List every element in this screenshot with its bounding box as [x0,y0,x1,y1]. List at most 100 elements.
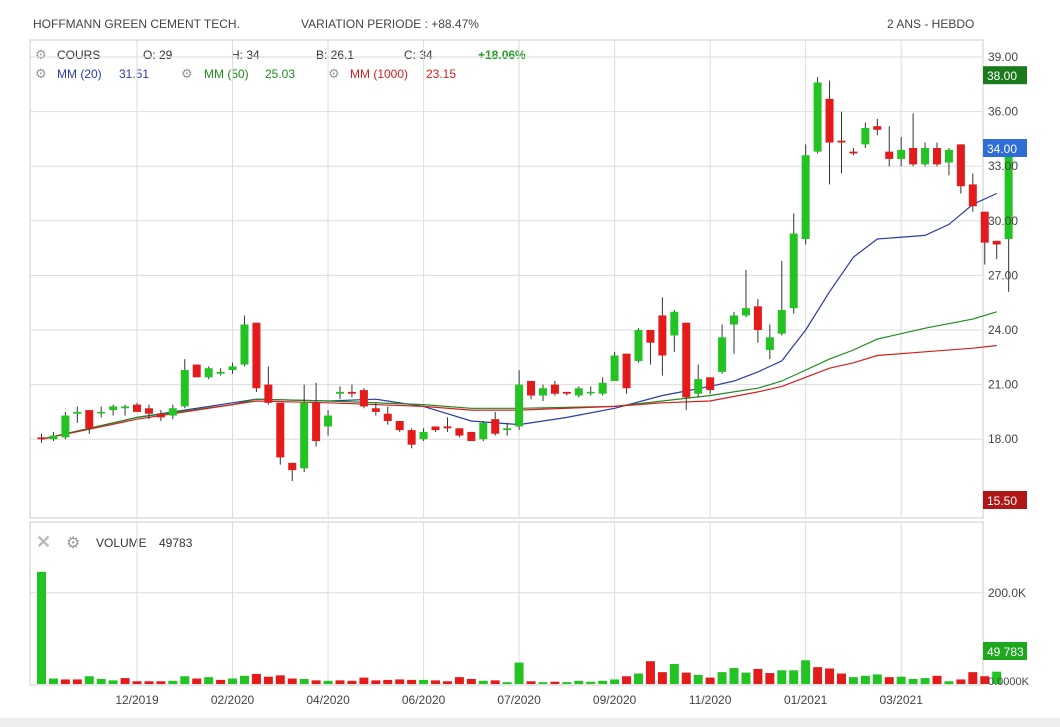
volume-bar[interactable] [729,668,739,684]
volume-bar[interactable] [263,676,273,684]
candle-body[interactable] [73,411,82,414]
volume-bar[interactable] [502,682,512,684]
volume-bar[interactable] [538,682,548,684]
volume-bar[interactable] [323,680,333,684]
candle-body[interactable] [49,435,58,440]
volume-bar[interactable] [204,677,214,684]
volume-bar[interactable] [956,679,966,684]
candle-body[interactable] [909,148,918,165]
volume-bar[interactable] [287,678,297,684]
candle-body[interactable] [144,408,153,414]
candle-body[interactable] [467,431,476,442]
volume-bar[interactable] [693,674,703,684]
candle-body[interactable] [324,415,333,427]
candle-body[interactable] [670,311,679,336]
candle-body[interactable] [97,411,106,414]
candle-body[interactable] [168,408,177,416]
volume-bar[interactable] [825,668,835,684]
candle-body[interactable] [765,337,774,351]
volume-bar[interactable] [490,680,500,684]
candle-body[interactable] [503,428,512,431]
candle-body[interactable] [300,402,309,469]
candle-body[interactable] [538,388,547,396]
volume-bar[interactable] [920,678,930,684]
candle-body[interactable] [455,428,464,436]
volume-bar[interactable] [669,663,679,684]
candle-body[interactable] [37,437,46,440]
candle-body[interactable] [586,391,595,394]
volume-bar[interactable] [156,681,166,684]
volume-bar[interactable] [228,678,238,684]
volume-bar[interactable] [96,678,106,684]
volume-bar[interactable] [347,680,357,684]
volume-bar[interactable] [359,677,369,684]
candle-body[interactable] [336,391,344,394]
gear-icon[interactable]: ⚙ [35,47,47,62]
candle-body[interactable] [944,149,953,163]
candle-body[interactable] [109,406,118,411]
candle-body[interactable] [873,126,882,130]
volume-bar[interactable] [239,675,249,684]
volume-bar[interactable] [132,681,142,684]
volume-bar[interactable] [586,681,596,684]
candle-body[interactable] [718,337,727,372]
volume-bar[interactable] [550,681,560,684]
gear-icon[interactable]: ⚙ [35,66,47,81]
candle-body[interactable] [121,406,130,409]
volume-bar[interactable] [622,676,632,684]
volume-bar[interactable] [395,679,405,684]
candle-body[interactable] [407,430,416,445]
volume-bar[interactable] [275,675,285,684]
candle-body[interactable] [216,371,225,374]
volume-bar[interactable] [968,672,978,684]
volume-bar[interactable] [216,679,226,684]
volume-bar[interactable] [813,667,823,684]
volume-bar[interactable] [419,679,429,684]
volume-bar[interactable] [777,670,787,684]
candle-body[interactable] [312,402,321,442]
volume-bar[interactable] [801,660,811,684]
candle-body[interactable] [85,410,94,429]
candle-body[interactable] [359,390,368,407]
candle-body[interactable] [527,380,536,396]
volume-bar[interactable] [944,681,954,684]
volume-bar[interactable] [717,672,727,684]
volume-bar[interactable] [192,678,202,684]
candle-body[interactable] [861,127,870,145]
volume-bar[interactable] [514,662,524,684]
volume-bar[interactable] [431,680,441,684]
candle-body[interactable] [694,379,703,394]
gear-icon[interactable]: ⚙ [66,535,81,552]
candle-body[interactable] [347,391,356,394]
candle-body[interactable] [706,377,715,391]
candle-body[interactable] [240,324,249,365]
candle-body[interactable] [228,366,237,371]
volume-bar[interactable] [562,682,572,684]
volume-bar[interactable] [60,679,70,684]
volume-bar[interactable] [765,673,775,684]
candle-body[interactable] [252,322,261,389]
volume-bar[interactable] [442,681,452,684]
volume-bar[interactable] [466,678,476,684]
candle-body[interactable] [921,148,930,165]
candle-body[interactable] [933,148,941,165]
candle-body[interactable] [992,240,1001,245]
candle-body[interactable] [682,322,691,398]
volume-bar[interactable] [84,676,94,684]
volume-bar[interactable] [753,668,763,684]
candle-body[interactable] [61,415,70,438]
candle-body[interactable] [562,391,571,394]
candle-body[interactable] [574,388,583,396]
candle-body[interactable] [419,431,428,440]
volume-bar[interactable] [848,677,858,684]
volume-bar[interactable] [657,672,667,684]
candle-body[interactable] [133,404,142,412]
volume-bar[interactable] [992,671,1002,684]
candle-body[interactable] [443,426,452,429]
volume-bar[interactable] [884,677,894,684]
candle-body[interactable] [371,408,380,412]
volume-bar[interactable] [860,675,870,684]
candle-body[interactable] [885,151,894,159]
volume-bar[interactable] [371,680,381,684]
